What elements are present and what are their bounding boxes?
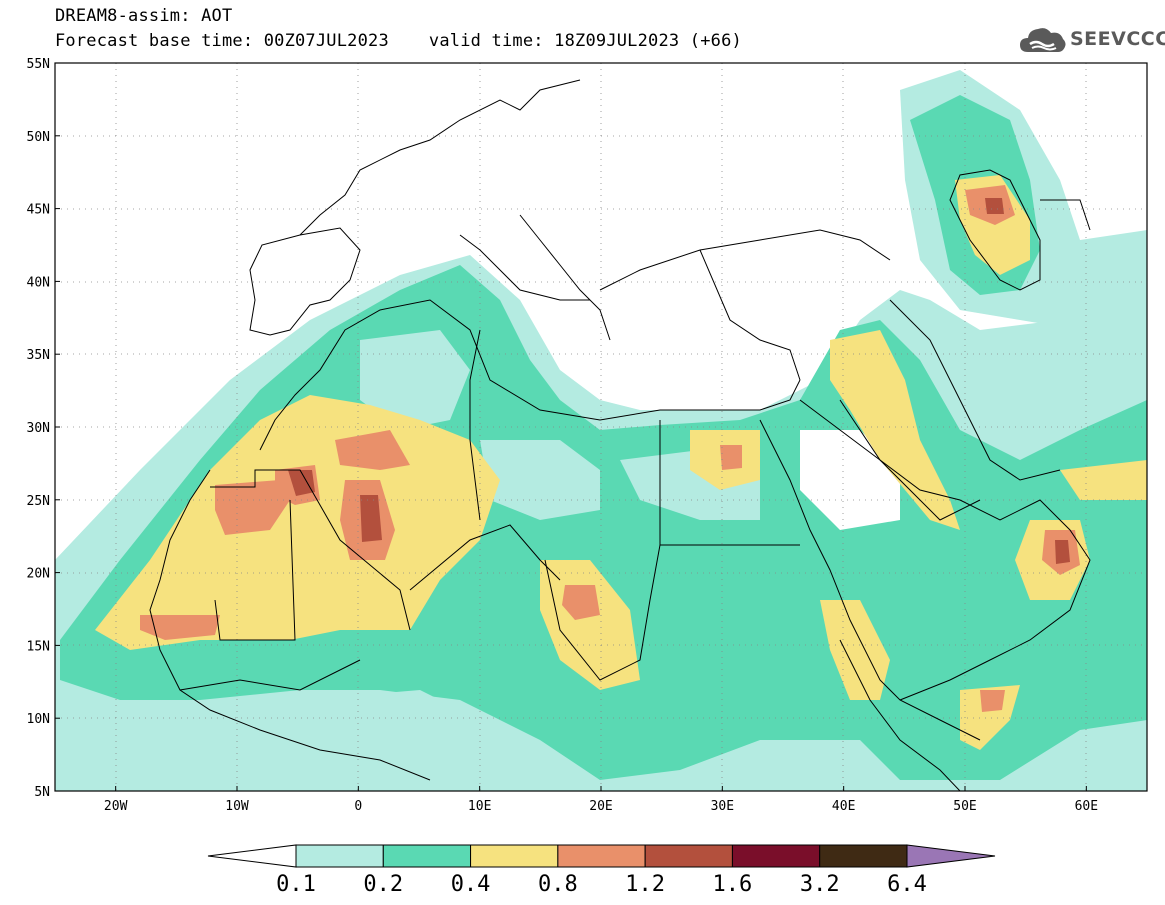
longitude-labels: 20W 10W 0 10E 20E 30E 40E 50E 60E bbox=[104, 786, 1098, 814]
seevccc-logo: SEEVCCC bbox=[1018, 22, 1165, 58]
lat-label: 45N bbox=[27, 203, 50, 218]
lon-label: 30E bbox=[711, 799, 734, 814]
aot-field bbox=[55, 70, 1147, 791]
lat-label: 25N bbox=[27, 494, 50, 509]
lon-label: 20E bbox=[589, 799, 612, 814]
cloud-icon bbox=[1020, 28, 1066, 52]
map-grid bbox=[55, 63, 1147, 791]
lon-label: 50E bbox=[953, 799, 976, 814]
lat-label: 15N bbox=[27, 639, 50, 654]
lat-label: 40N bbox=[27, 275, 50, 290]
base-time: Forecast base time: 00Z07JUL2023 bbox=[55, 31, 389, 51]
lat-label: 50N bbox=[27, 130, 50, 145]
lat-label: 35N bbox=[27, 348, 50, 363]
latitude-labels: 55N 50N 45N 40N 35N 30N 25N 20N 15N 10N 5N bbox=[27, 57, 60, 800]
logo-text: SEEVCCC bbox=[1070, 28, 1165, 50]
lat-label: 10N bbox=[27, 712, 50, 727]
time-info: Forecast base time: 00Z07JUL2023 valid ti… bbox=[55, 31, 742, 51]
lat-label: 30N bbox=[27, 421, 50, 436]
lon-label: 60E bbox=[1075, 799, 1098, 814]
lat-label: 5N bbox=[34, 785, 50, 800]
map-title: DREAM8-assim: AOT bbox=[55, 6, 233, 26]
coastlines bbox=[149, 79, 1091, 791]
lon-label: 40E bbox=[832, 799, 855, 814]
lon-label: 10W bbox=[225, 799, 249, 814]
lat-label: 55N bbox=[27, 57, 50, 72]
lon-label: 0 bbox=[354, 799, 362, 814]
valid-time: valid time: 18Z09JUL2023 (+66) bbox=[428, 31, 742, 51]
lon-label: 20W bbox=[104, 799, 128, 814]
lon-label: 10E bbox=[468, 799, 491, 814]
lat-label: 20N bbox=[27, 567, 50, 582]
